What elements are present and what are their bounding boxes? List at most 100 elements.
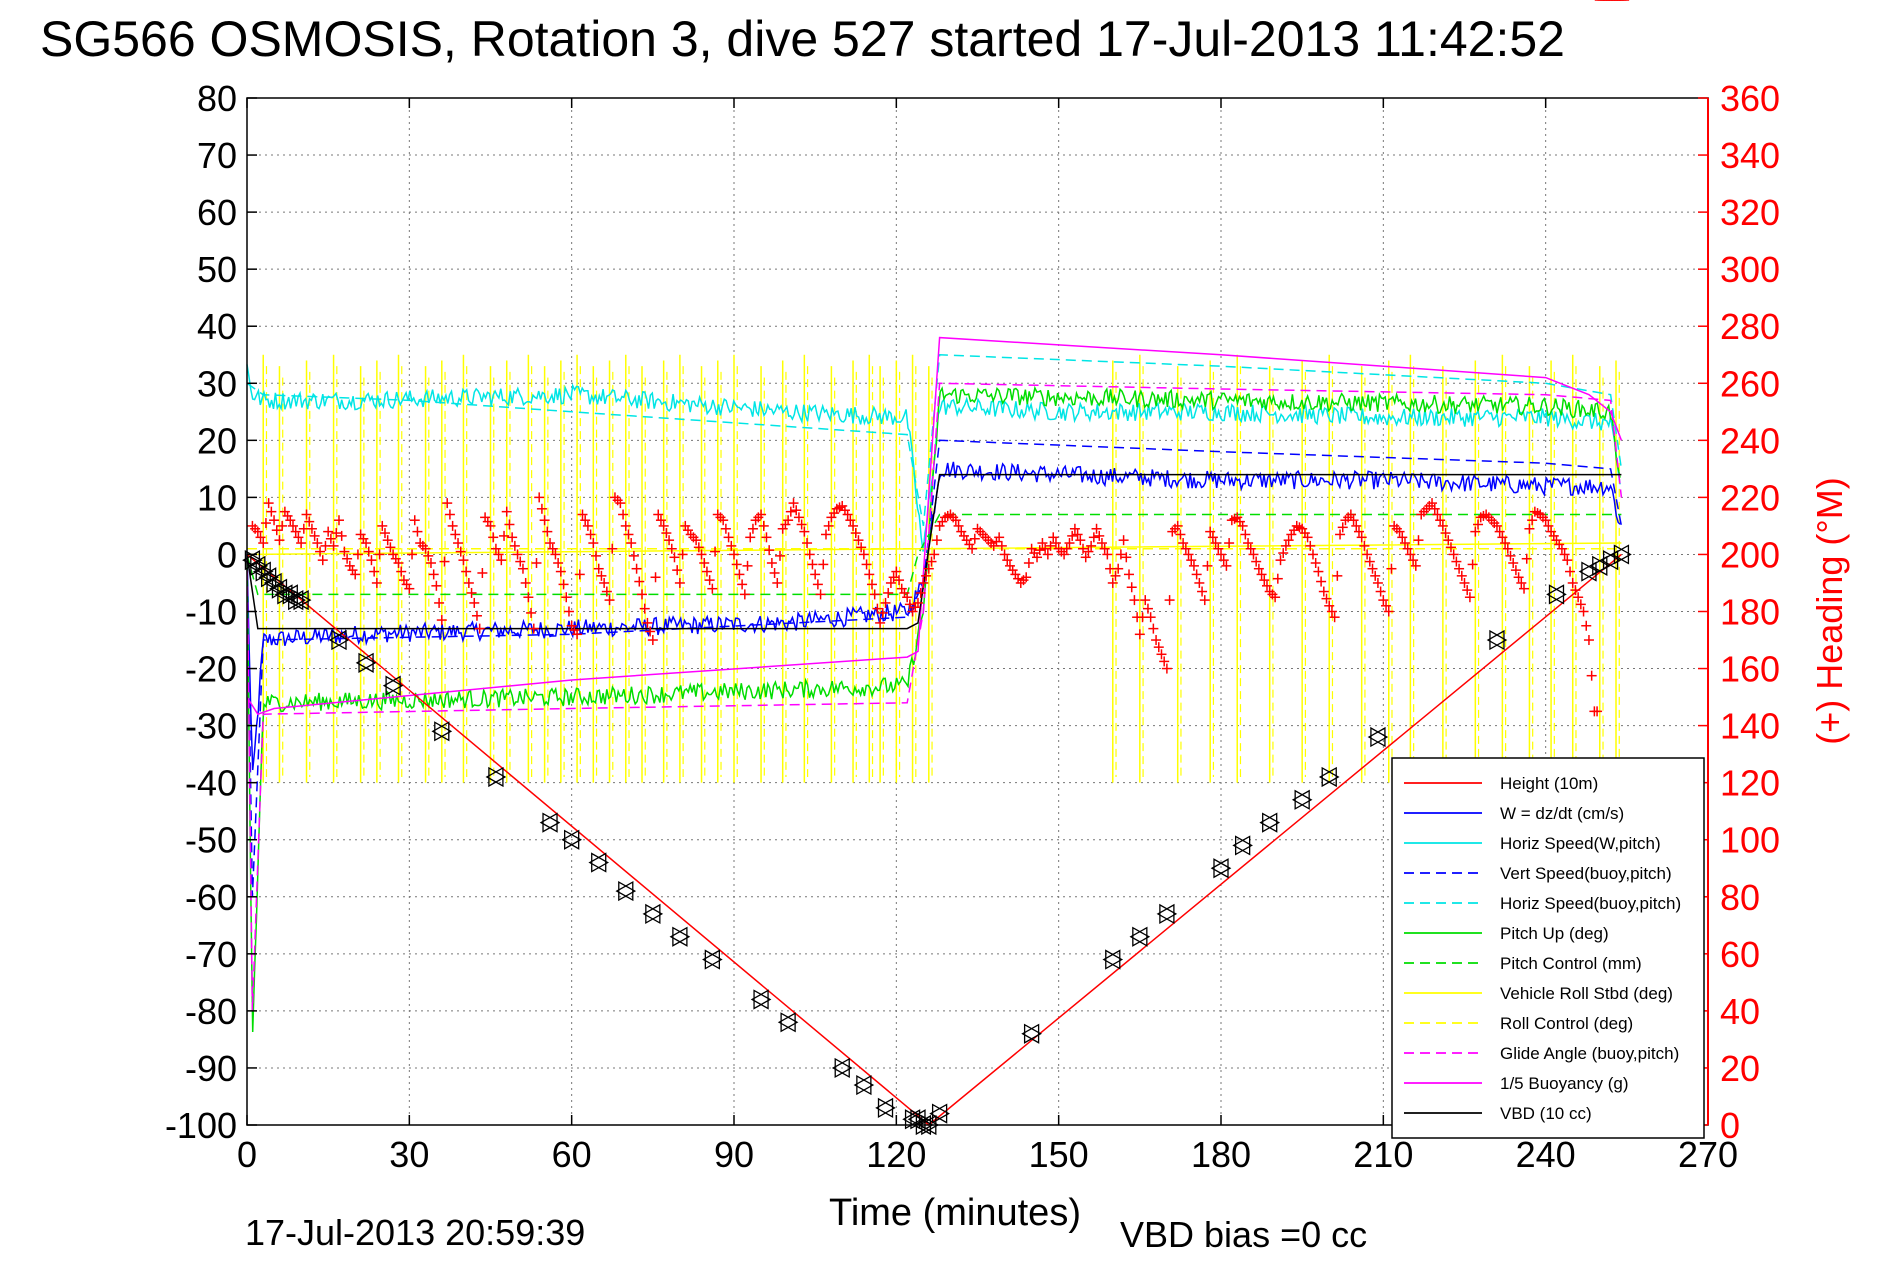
heading-marker: [696, 549, 707, 560]
heading-marker: [1083, 546, 1094, 557]
heading-marker: [339, 546, 350, 557]
triangle-marker: [1156, 903, 1178, 925]
heading-marker: [1199, 595, 1210, 606]
heading-marker: [1473, 519, 1484, 530]
heading-marker: [515, 556, 526, 567]
triangle-marker: [1129, 926, 1151, 947]
heading-marker: [1505, 550, 1516, 561]
x-axis-label: Time (minutes): [829, 1192, 1081, 1234]
legend-box: [1391, 757, 1705, 1139]
heading-marker: [664, 535, 675, 546]
heading-marker: [693, 542, 704, 553]
heading-marker: [774, 550, 785, 561]
heading-marker: [1142, 603, 1153, 614]
heading-marker: [1207, 532, 1218, 543]
heading-marker: [850, 528, 861, 539]
heading-marker: [1316, 576, 1327, 587]
heading-marker: [599, 577, 610, 588]
heading-marker: [1456, 570, 1467, 581]
heading-marker: [1578, 606, 1589, 617]
heading-marker: [1037, 538, 1048, 549]
y2-tick-label: 0: [1720, 1105, 1740, 1146]
heading-marker: [1096, 538, 1107, 549]
heading-marker: [252, 526, 263, 537]
heading-marker: [1283, 535, 1294, 546]
heading-marker: [1129, 595, 1140, 606]
heading-marker: [1256, 569, 1267, 580]
heading-marker: [1345, 509, 1356, 520]
heading-marker: [1402, 543, 1413, 554]
heading-marker: [869, 589, 880, 600]
heading-marker: [1178, 538, 1189, 549]
heading-marker: [1581, 620, 1592, 631]
heading-marker: [658, 520, 669, 531]
heading-marker: [1318, 586, 1329, 597]
heading-marker: [542, 526, 553, 537]
heading-marker: [1448, 549, 1459, 560]
heading-marker: [315, 546, 326, 557]
triangle-marker: [431, 721, 453, 742]
heading-marker: [701, 566, 712, 577]
heading-marker: [1078, 543, 1089, 554]
heading-marker: [290, 526, 301, 537]
heading-marker: [642, 617, 653, 628]
heading-marker: [661, 528, 672, 539]
heading-marker: [458, 555, 469, 566]
footer-timestamp: 17-Jul-2013 20:59:39: [245, 1212, 585, 1253]
heading-marker: [1383, 606, 1394, 617]
heading-marker: [1094, 530, 1105, 541]
heading-marker: [474, 623, 485, 634]
heading-marker: [277, 520, 288, 531]
heading-marker: [1197, 586, 1208, 597]
heading-marker: [720, 523, 731, 534]
heading-marker: [853, 535, 864, 546]
heading-marker: [758, 520, 769, 531]
x-axis-ticks: 0 30 60 90 120 150 180 210 240 270: [237, 98, 1738, 1175]
heading-marker: [1218, 555, 1229, 566]
heading-marker: [1375, 586, 1386, 597]
heading-marker: [1102, 549, 1113, 560]
heading-marker: [553, 558, 564, 569]
heading-marker: [620, 520, 631, 531]
series-line-9: [246, 382, 1623, 1011]
heading-marker: [591, 550, 602, 561]
triangle-marker: [1367, 726, 1389, 748]
heading-marker: [309, 530, 320, 541]
triangle-marker: [615, 880, 637, 902]
heading-marker: [1045, 540, 1056, 551]
heading-marker: [1307, 549, 1318, 560]
heading-marker: [561, 592, 572, 603]
heading-marker: [404, 583, 415, 594]
heading-marker: [756, 509, 767, 520]
legend-entry: Horiz Speed(W,pitch): [1500, 834, 1661, 853]
heading-marker: [1088, 532, 1099, 543]
heading-marker: [1145, 612, 1156, 623]
heading-marker: [766, 558, 777, 569]
heading-marker: [1140, 595, 1151, 606]
triangle-marker: [328, 629, 350, 651]
legend-entry: Height (10m): [1500, 774, 1598, 793]
heading-marker: [580, 515, 591, 526]
heading-marker: [1107, 577, 1118, 588]
heading-marker: [1061, 543, 1072, 554]
triangle-marker: [588, 852, 610, 873]
triangle-marker: [539, 812, 561, 833]
heading-marker: [1148, 623, 1159, 634]
heading-marker: [812, 579, 823, 590]
heading-marker: [1243, 538, 1254, 549]
heading-marker: [1126, 582, 1137, 593]
heading-marker: [317, 555, 328, 566]
triangle-marker: [1291, 789, 1313, 810]
heading-marker: [607, 543, 618, 554]
heading-marker: [856, 542, 867, 553]
heading-marker: [423, 550, 434, 561]
heading-marker: [425, 558, 436, 569]
heading-marker: [588, 538, 599, 549]
y2-tick-label: 80: [1720, 877, 1760, 918]
series-line-10: [246, 336, 1623, 716]
heading-marker: [1362, 549, 1373, 560]
heading-marker: [536, 503, 547, 514]
heading-marker: [263, 498, 274, 509]
heading-marker: [1399, 538, 1410, 549]
heading-marker: [1556, 543, 1567, 554]
